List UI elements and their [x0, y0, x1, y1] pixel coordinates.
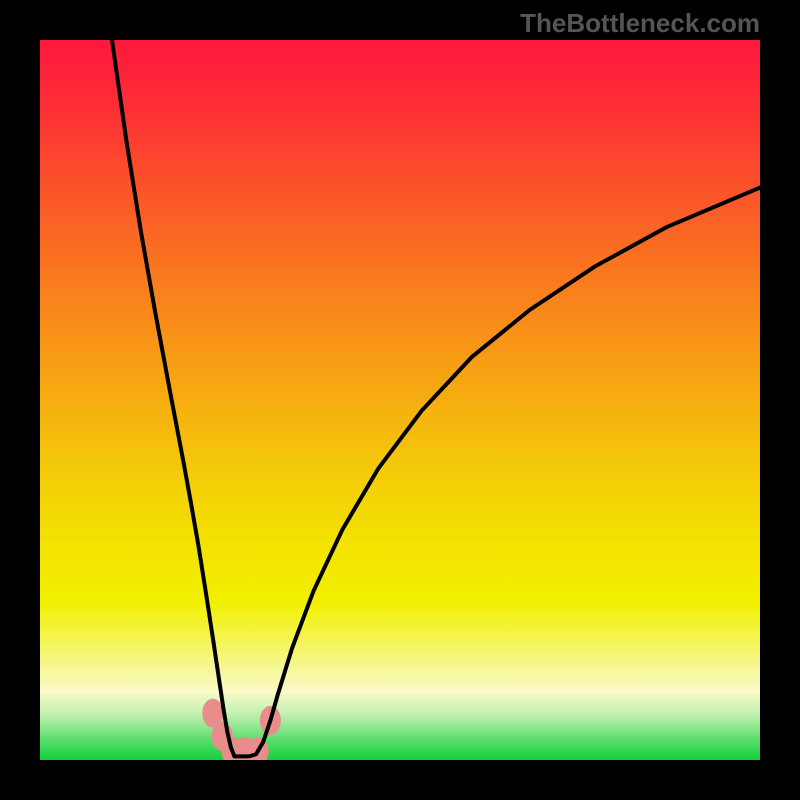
watermark-text: TheBottleneck.com: [520, 8, 760, 39]
plot-background: [40, 40, 760, 760]
chart-container: TheBottleneck.com: [0, 0, 800, 800]
